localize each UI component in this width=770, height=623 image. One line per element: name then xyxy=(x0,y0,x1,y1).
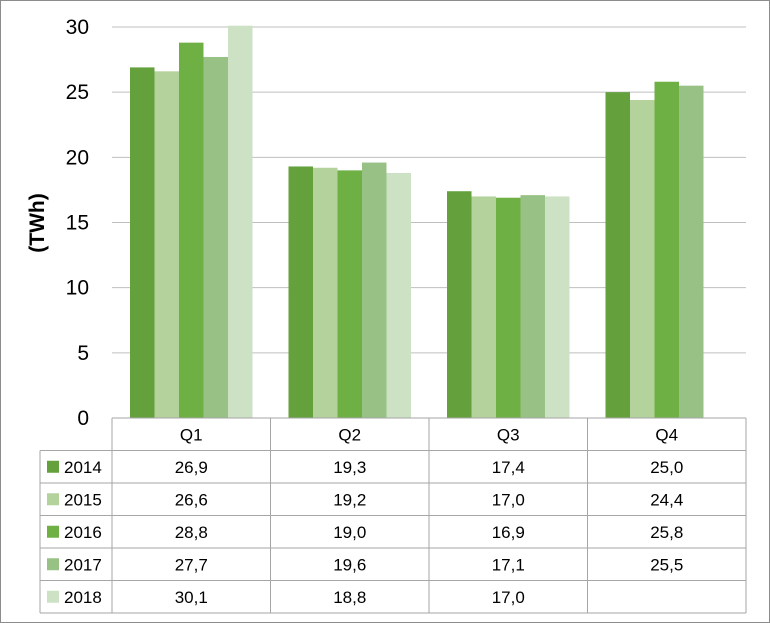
data-label: 26,6 xyxy=(175,490,208,509)
data-table: Q1 Q2 Q3 Q4 2014 26,9 19,3 17,4 25,0 2015 26,6 19,2… xyxy=(39,417,747,614)
data-label: 17,0 xyxy=(492,588,525,607)
y-tick-label: 15 xyxy=(66,212,89,235)
y-tick-label: 5 xyxy=(77,342,89,365)
category-label: Q3 xyxy=(497,425,520,444)
y-axis: 0 5 10 15 20 25 30 xyxy=(66,16,89,430)
bar-2018-Q3 xyxy=(545,196,570,418)
bar-2018-Q1 xyxy=(228,25,253,419)
legend-key-2014 xyxy=(47,460,59,473)
bar-2016-Q2 xyxy=(337,170,362,418)
data-label: 25,0 xyxy=(650,458,683,477)
y-tick-label: 20 xyxy=(66,146,89,169)
data-label: 17,4 xyxy=(492,458,525,477)
data-label: 19,2 xyxy=(333,490,366,509)
data-label: 30,1 xyxy=(175,588,208,607)
series-name: 2016 xyxy=(64,523,102,542)
data-label: 24,4 xyxy=(650,490,683,509)
y-axis-label: (TWh) xyxy=(26,193,49,252)
y-tick-label: 25 xyxy=(66,81,89,104)
bar-2016-Q3 xyxy=(496,197,521,418)
bar-2014-Q1 xyxy=(130,67,155,419)
data-label: 19,0 xyxy=(333,523,366,542)
data-label: 27,7 xyxy=(175,555,208,574)
bar-2016-Q1 xyxy=(179,42,204,418)
y-tick-label: 0 xyxy=(77,407,89,430)
data-label: 16,9 xyxy=(492,523,525,542)
bar-2018-Q2 xyxy=(386,172,411,418)
bar-2017-Q3 xyxy=(520,195,545,418)
legend-key-2016 xyxy=(47,525,59,538)
bar-2015-Q4 xyxy=(630,99,655,418)
y-tick-label: 30 xyxy=(66,16,89,39)
y-tick-label: 10 xyxy=(66,277,89,300)
data-label: 19,6 xyxy=(333,555,366,574)
data-label: 18,8 xyxy=(333,588,366,607)
legend-key-2018 xyxy=(47,590,59,603)
data-label: 19,3 xyxy=(333,458,366,477)
bar-2015-Q1 xyxy=(154,71,179,419)
bar-2017-Q1 xyxy=(203,56,228,419)
series-name: 2018 xyxy=(64,588,102,607)
data-label: 25,5 xyxy=(650,555,683,574)
data-label: 28,8 xyxy=(175,523,208,542)
series-name: 2017 xyxy=(64,555,102,574)
data-label: 26,9 xyxy=(175,458,208,477)
category-label: Q1 xyxy=(180,425,203,444)
data-label: 17,0 xyxy=(492,490,525,509)
category-label: Q4 xyxy=(655,425,678,444)
bar-2017-Q2 xyxy=(362,162,387,418)
bars xyxy=(130,25,704,419)
series-name: 2015 xyxy=(64,490,102,509)
legend-key-2017 xyxy=(47,558,59,571)
data-label: 17,1 xyxy=(492,555,525,574)
data-label: 25,8 xyxy=(650,523,683,542)
bar-2017-Q4 xyxy=(679,85,704,419)
bar-2016-Q4 xyxy=(654,81,679,419)
series-name: 2014 xyxy=(64,458,102,477)
bar-2014-Q3 xyxy=(447,191,472,418)
bar-2015-Q3 xyxy=(471,196,496,418)
legend-key-2015 xyxy=(47,493,59,506)
category-label: Q2 xyxy=(338,425,361,444)
bar-2014-Q2 xyxy=(288,166,313,418)
bar-2014-Q4 xyxy=(605,92,630,419)
bar-2015-Q2 xyxy=(313,167,338,418)
